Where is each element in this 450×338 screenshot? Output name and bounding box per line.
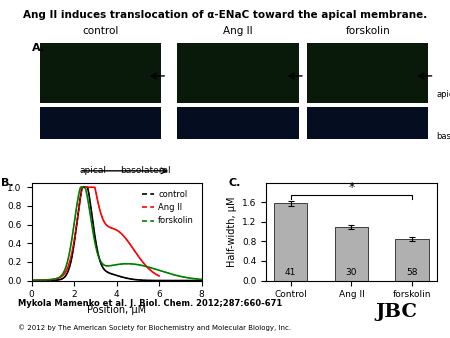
forskolin (29, 278, 34, 282)
control (206, 279, 211, 283)
Bar (274, 203, 307, 281)
X-axis label: Position, μM: Position, μM (87, 305, 146, 315)
Text: apical: apical (436, 90, 450, 99)
Text: C.: C. (229, 178, 241, 188)
forskolin (137, 263, 142, 267)
Bar (396, 239, 429, 281)
forskolin (127, 262, 132, 266)
Bar (40, 107, 161, 139)
control (116, 274, 122, 278)
Text: © 2012 by The American Society for Biochemistry and Molecular Biology, Inc.: © 2012 by The American Society for Bioch… (18, 324, 291, 331)
Text: basolateral: basolateral (436, 132, 450, 141)
Text: 30: 30 (346, 268, 357, 276)
Text: 58: 58 (406, 268, 418, 276)
Ang II (140, 260, 145, 264)
forskolin (78, 185, 84, 189)
control (80, 185, 85, 189)
Bar (307, 43, 428, 103)
forskolin (177, 274, 183, 278)
Line: forskolin: forskolin (32, 187, 212, 280)
Bar (177, 107, 299, 139)
control (210, 279, 215, 283)
forskolin (116, 262, 122, 266)
Line: control: control (32, 187, 212, 281)
Y-axis label: Relative fluorescence: Relative fluorescence (0, 179, 2, 284)
Text: Ang II induces translocation of α-ENaC toward the apical membrane.: Ang II induces translocation of α-ENaC t… (23, 10, 427, 20)
control (29, 279, 34, 283)
Bar (307, 107, 428, 139)
Ang II (99, 215, 105, 219)
Ang II (156, 274, 162, 278)
Text: B.: B. (1, 178, 13, 188)
forskolin (206, 278, 211, 282)
control (177, 279, 183, 283)
control (137, 278, 142, 282)
control (115, 274, 121, 278)
forskolin (115, 262, 121, 266)
Text: *: * (348, 181, 355, 194)
Text: Mykola Mamenko et al. J. Biol. Chem. 2012;287:660-671: Mykola Mamenko et al. J. Biol. Chem. 201… (18, 299, 282, 308)
Bar (335, 227, 368, 281)
Text: Ang II: Ang II (223, 26, 253, 36)
Text: control: control (82, 26, 118, 36)
Ang II (29, 279, 34, 283)
control (127, 277, 132, 281)
Text: forskolin: forskolin (345, 26, 390, 36)
Bar (40, 43, 161, 103)
forskolin (210, 278, 215, 282)
Ang II (104, 223, 109, 227)
Y-axis label: Half-width, μM: Half-width, μM (227, 196, 237, 267)
Text: apical: apical (79, 166, 106, 175)
Ang II (47, 278, 52, 282)
Ang II (122, 235, 127, 239)
Text: basolateral: basolateral (121, 166, 171, 175)
Legend: control, Ang II, forskolin: control, Ang II, forskolin (138, 187, 198, 229)
Ang II (80, 185, 85, 189)
Line: Ang II: Ang II (32, 187, 159, 281)
Text: JBC: JBC (375, 303, 417, 321)
Text: A.: A. (32, 44, 45, 53)
Bar (177, 43, 299, 103)
Ang II (45, 278, 51, 282)
Text: 41: 41 (285, 268, 297, 276)
